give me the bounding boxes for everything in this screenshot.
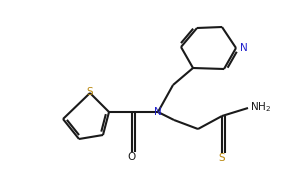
Text: S: S — [219, 153, 225, 163]
Text: N: N — [240, 43, 248, 53]
Text: NH$_2$: NH$_2$ — [250, 100, 271, 114]
Text: S: S — [87, 87, 93, 97]
Text: N: N — [154, 107, 162, 117]
Text: O: O — [128, 152, 136, 162]
